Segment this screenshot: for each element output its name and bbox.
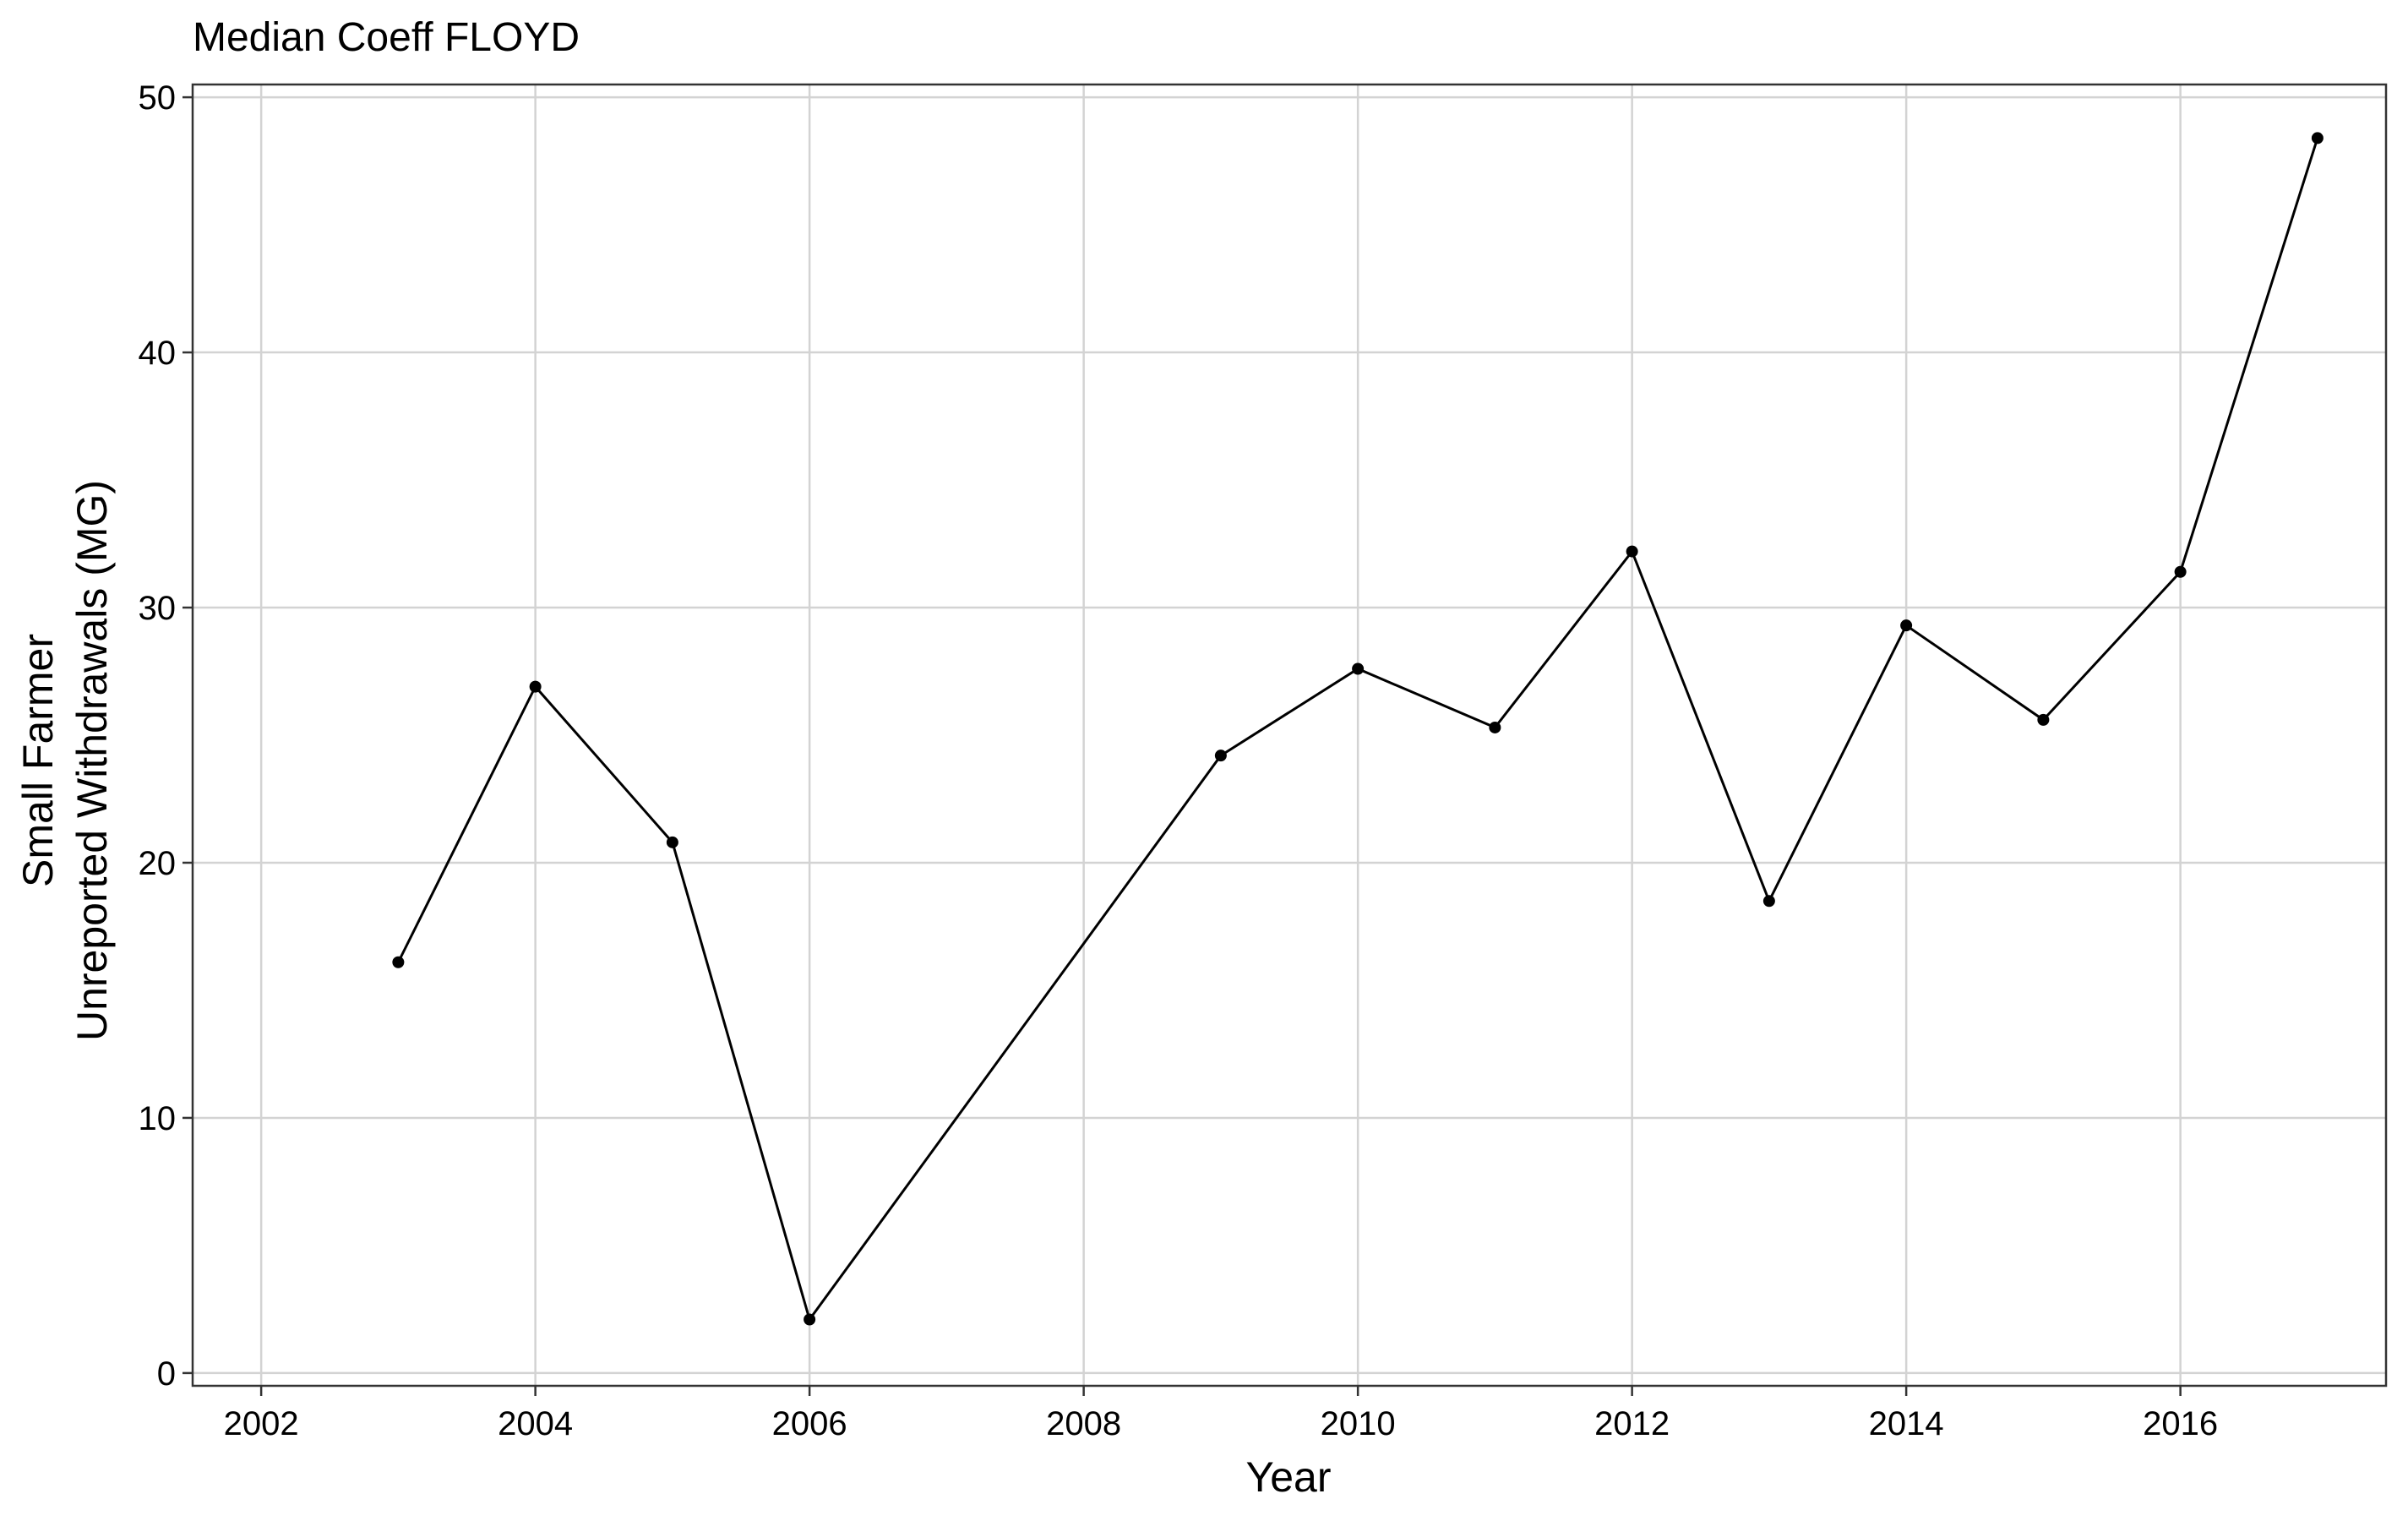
x-tick-label-2014: 2014 [1869,1405,1944,1442]
data-point-2010 [1352,662,1365,675]
y-tick-label-20: 20 [139,845,177,882]
y-tick-label-0: 0 [157,1355,176,1393]
x-axis: 2002 2004 2006 2008 2010 2012 2014 2016 [224,1386,2218,1442]
y-tick-label-10: 10 [139,1100,177,1137]
data-point-2016 [2174,565,2187,578]
y-axis: 0 10 20 30 40 50 [139,79,193,1393]
x-tick-label-2012: 2012 [1594,1405,1670,1442]
x-tick-label-2006: 2006 [772,1405,847,1442]
data-point-2005 [666,836,678,848]
y-tick-label-50: 50 [139,79,177,117]
x-tick-label-2002: 2002 [224,1405,299,1442]
panel-border [191,83,2388,1387]
data-point-2009 [1214,750,1227,762]
x-tick-label-2004: 2004 [498,1405,573,1442]
series-layer [392,132,2324,1326]
data-point-2017 [2311,132,2324,144]
x-tick-label-2016: 2016 [2143,1405,2218,1442]
data-point-2003 [392,956,405,968]
data-point-2004 [529,680,542,693]
data-point-2014 [1900,619,1913,632]
grid-lines [193,84,2386,1386]
y-axis-title-line-2: Unreported Withdrawals (MG) [68,480,116,1041]
data-point-2012 [1626,545,1638,558]
y-tick-label-30: 30 [139,590,177,627]
data-point-2006 [804,1313,816,1326]
y-axis-title-line-1: Small Farmer [14,634,62,887]
data-point-2011 [1489,721,1501,733]
x-tick-label-2010: 2010 [1321,1405,1396,1442]
x-axis-title: Year [1245,1453,1331,1501]
data-point-2013 [1762,895,1775,908]
x-tick-label-2008: 2008 [1046,1405,1121,1442]
chart-title: Median Coeff FLOYD [193,15,580,60]
y-tick-label-40: 40 [139,335,177,372]
data-point-2015 [2037,713,2050,726]
